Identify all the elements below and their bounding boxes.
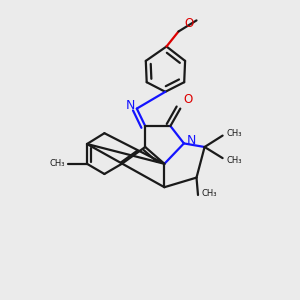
Text: N: N <box>125 99 135 112</box>
Text: O: O <box>184 17 193 30</box>
Text: CH₃: CH₃ <box>201 189 217 198</box>
Text: CH₃: CH₃ <box>226 156 242 165</box>
Text: CH₃: CH₃ <box>50 159 65 168</box>
Text: CH₃: CH₃ <box>226 129 242 138</box>
Text: O: O <box>183 93 193 106</box>
Text: N: N <box>186 134 196 147</box>
